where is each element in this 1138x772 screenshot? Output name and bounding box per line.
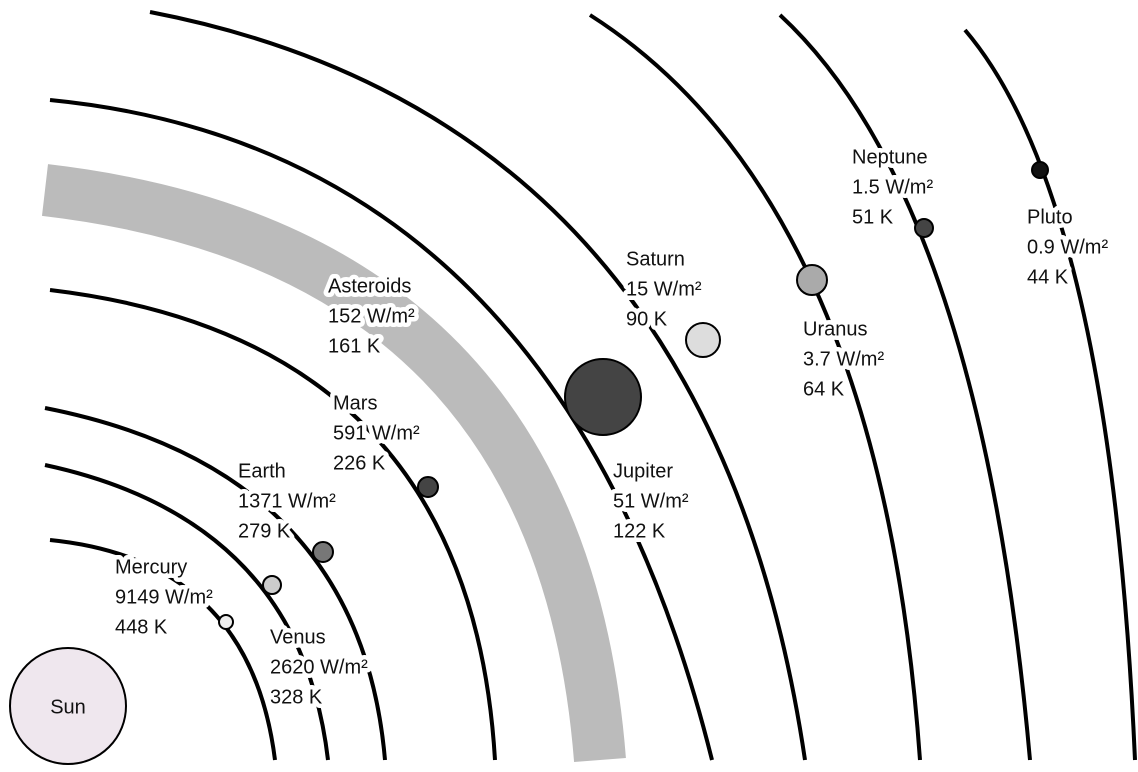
planet bbox=[1032, 162, 1048, 178]
body-flux: 51 W/m² bbox=[613, 490, 689, 512]
body-temperature: 64 K bbox=[803, 378, 845, 400]
body-temperature: 328 K bbox=[270, 686, 323, 708]
body-temperature: 279 K bbox=[238, 520, 291, 542]
solar-system-diagram: Mercury 9149 W/m² 448 K Venus 2620 W/m² 328 K… bbox=[0, 0, 1138, 772]
body-temperature: 448 K bbox=[115, 616, 168, 638]
body-name: Earth bbox=[238, 460, 286, 482]
body-flux: 3.7 W/m² bbox=[803, 348, 884, 370]
body-name: Venus bbox=[270, 626, 326, 648]
body-temperature: 51 K bbox=[852, 206, 894, 228]
body-flux: 2620 W/m² bbox=[270, 656, 368, 678]
planet bbox=[915, 219, 933, 237]
body-name: Jupiter bbox=[613, 460, 673, 482]
body-name: Uranus bbox=[803, 318, 867, 340]
body-flux: 15 W/m² bbox=[626, 278, 702, 300]
planet bbox=[565, 359, 641, 435]
body-flux: 0.9 W/m² bbox=[1027, 236, 1108, 258]
body-flux: 1.5 W/m² bbox=[852, 176, 933, 198]
body-temperature: 161 K bbox=[328, 335, 381, 357]
sun-label: Sun bbox=[50, 696, 86, 718]
body-temperature: 90 K bbox=[626, 308, 668, 330]
body-name: Asteroids bbox=[328, 275, 411, 297]
planet bbox=[313, 542, 333, 562]
body-name: Mercury bbox=[115, 556, 187, 578]
body-name: Saturn bbox=[626, 248, 685, 270]
body-name: Pluto bbox=[1027, 206, 1073, 228]
body-name: Neptune bbox=[852, 146, 928, 168]
body-flux: 152 W/m² bbox=[328, 305, 415, 327]
planet bbox=[263, 576, 281, 594]
body-name: Mars bbox=[333, 392, 377, 414]
body-flux: 9149 W/m² bbox=[115, 586, 213, 608]
body-temperature: 122 K bbox=[613, 520, 666, 542]
body-temperature: 226 K bbox=[333, 452, 386, 474]
orbit bbox=[965, 30, 1135, 760]
planet bbox=[418, 477, 438, 497]
body-flux: 591 W/m² bbox=[333, 422, 420, 444]
planet bbox=[219, 615, 233, 629]
planet bbox=[686, 323, 720, 357]
body-flux: 1371 W/m² bbox=[238, 490, 336, 512]
body-temperature: 44 K bbox=[1027, 266, 1069, 288]
planet bbox=[797, 265, 827, 295]
